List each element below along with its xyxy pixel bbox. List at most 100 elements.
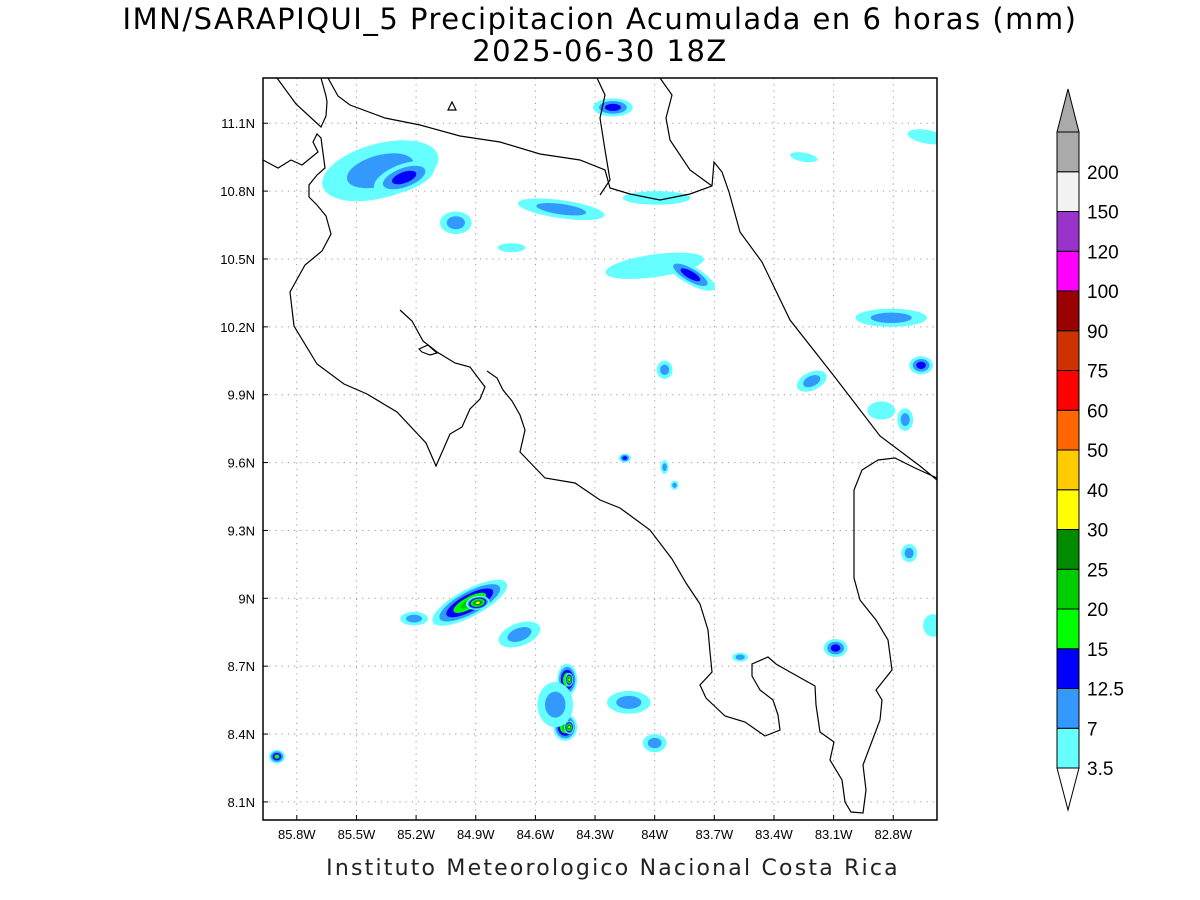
colorbar-swatch	[1056, 688, 1080, 729]
precip-cell	[498, 621, 541, 648]
precip-contour-level	[662, 463, 667, 471]
colorbar-label: 3.5	[1087, 759, 1113, 780]
lat-tick-label: 8.4N	[228, 727, 255, 742]
colorbar-label: 25	[1087, 560, 1108, 581]
colorbar-swatch	[1056, 370, 1080, 411]
colorbar-swatch	[1056, 608, 1080, 650]
colorbar-label: 40	[1087, 481, 1108, 502]
precip-contour-level	[660, 364, 670, 376]
colorbar-swatch	[1056, 131, 1080, 173]
colorbar-swatch	[1056, 171, 1080, 212]
axis-ticks: 85.8W 85.5W 85.2W 84.9W 84.6W 84.3W 84W 83.7W 83…	[220, 116, 912, 842]
colorbar-swatch	[1056, 330, 1080, 371]
precip-contour-level	[497, 243, 526, 253]
colorbar-label: 75	[1087, 362, 1108, 383]
precip-contour-level	[904, 547, 914, 559]
precip-contour-level	[900, 413, 910, 427]
lat-tick-label: 8.1N	[228, 795, 255, 810]
lat-tick-label: 11.1N	[221, 116, 255, 131]
precip-cell	[796, 370, 827, 392]
colorbar-label: 90	[1087, 322, 1108, 343]
precip-contour-level	[406, 614, 423, 623]
precip-contour-level	[803, 375, 821, 388]
precip-contour-level	[446, 216, 465, 230]
precip-cell	[855, 308, 928, 327]
precip-cell	[901, 544, 918, 563]
colorbar-swatch	[1056, 250, 1080, 292]
precip-contour-level	[622, 191, 691, 205]
lat-tick-label: 9.3N	[228, 523, 255, 538]
precip-cell	[537, 682, 574, 728]
colorbar-swatch	[1056, 727, 1080, 769]
lat-tick-label: 9.6N	[228, 456, 255, 471]
colorbar-swatch	[1056, 529, 1080, 570]
precip-cell	[923, 614, 937, 637]
colorbar-swatch	[1056, 489, 1080, 530]
colorbar-high-arrow	[1056, 88, 1080, 133]
lat-tick-label: 9N	[238, 591, 255, 606]
precip-cell	[439, 211, 472, 235]
precip-cell	[465, 595, 490, 610]
precip-cell	[670, 480, 679, 490]
colorbar-label: 50	[1087, 441, 1108, 462]
coastline-costa-rica	[263, 78, 937, 814]
lon-tick-label: 84.6W	[517, 827, 555, 842]
precip-contour-level	[544, 691, 566, 718]
colorbar-label: 150	[1087, 203, 1119, 224]
colorbar-label: 60	[1087, 401, 1108, 422]
precip-contour-level	[536, 202, 587, 216]
precip-cell	[660, 460, 669, 474]
institution-credit: Instituto Meteorologico Nacional Costa R…	[326, 856, 900, 881]
lat-tick-label: 10.8N	[220, 184, 255, 199]
colorbar-label: 20	[1087, 600, 1108, 621]
lon-tick-label: 85.2W	[397, 827, 435, 842]
precip-contour-level	[680, 268, 701, 282]
colorbar-label: 200	[1087, 163, 1119, 184]
precip-cell	[517, 198, 605, 221]
island-small-north	[447, 100, 457, 111]
lon-tick-label: 85.8W	[278, 827, 316, 842]
colorbar-label: 12.5	[1087, 680, 1124, 701]
precip-cell	[373, 160, 435, 195]
lon-tick-label: 85.5W	[338, 827, 376, 842]
precip-cell	[400, 611, 429, 626]
precip-contour-level	[616, 695, 642, 709]
precip-contour-level	[672, 482, 677, 488]
colorbar-label: 15	[1087, 640, 1108, 661]
precip-contour-level	[568, 678, 570, 681]
island-isla-chira	[417, 344, 439, 356]
precip-contour-level	[647, 737, 662, 749]
precipitation-fill	[268, 98, 937, 764]
precip-contour-level	[916, 361, 926, 369]
precip-contour-level	[867, 401, 896, 420]
precip-contour-level	[735, 654, 745, 660]
precip-contour-level	[568, 726, 571, 729]
colorbar-swatch	[1056, 290, 1080, 332]
lon-tick-label: 83.1W	[815, 827, 853, 842]
chart-title: IMN/SARAPIQUI_5 Precipitacion Acumulada …	[122, 2, 1078, 36]
precip-cell	[823, 639, 848, 658]
lat-tick-label: 9.9N	[228, 388, 255, 403]
colorbar-swatch	[1056, 211, 1080, 252]
lon-tick-label: 84.3W	[576, 827, 614, 842]
precip-contour-level	[604, 103, 621, 112]
precip-contour-level	[870, 312, 912, 323]
precip-cell	[606, 691, 651, 714]
coastline	[263, 78, 937, 814]
precip-cell	[564, 720, 575, 735]
precip-contour-level	[830, 644, 841, 652]
lon-tick-label: 83.4W	[755, 827, 793, 842]
precip-contour-level	[622, 456, 628, 460]
precip-cell	[268, 749, 285, 764]
lat-tick-label: 10.2N	[220, 320, 255, 335]
lat-tick-label: 8.7N	[228, 659, 255, 674]
precip-contour-level	[274, 754, 280, 759]
lon-tick-label: 84.9W	[457, 827, 495, 842]
lon-tick-label: 84W	[641, 827, 668, 842]
precip-cell	[732, 652, 749, 662]
lat-tick-label: 10.5N	[220, 252, 255, 267]
precip-cell	[656, 360, 673, 379]
precip-contour-level	[790, 152, 818, 163]
